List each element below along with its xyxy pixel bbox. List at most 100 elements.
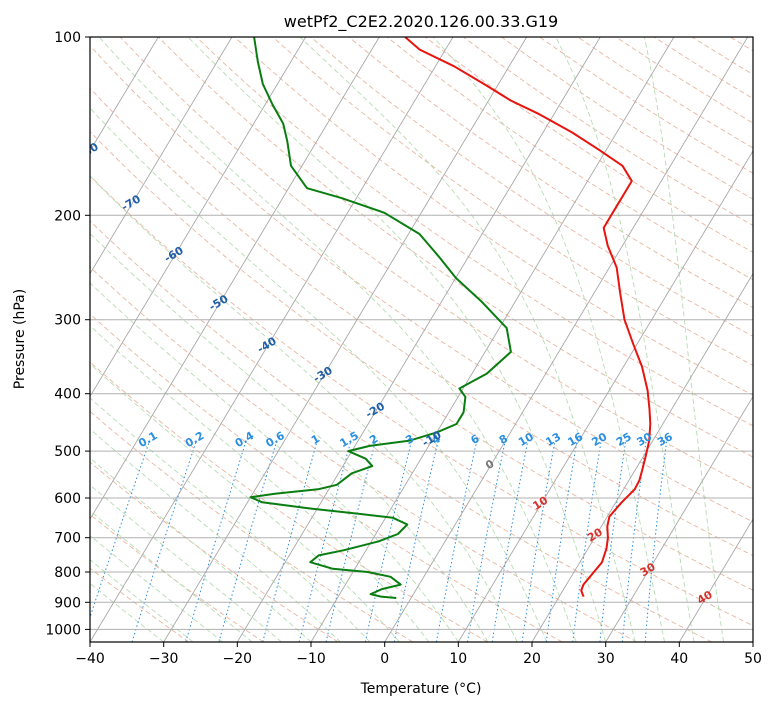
- dry-adiabat: [653, 37, 753, 100]
- y-tick-label: 400: [54, 387, 81, 403]
- isotherm: [163, 37, 528, 642]
- chart-title: wetPf2_C2E2.2020.126.00.33.G19: [284, 12, 558, 32]
- dry-adiabat: [310, 37, 753, 337]
- mixing-ratio-line: [545, 440, 578, 642]
- y-axis-ticks: 100 200 300 400 500 600 700 800 900 1000: [45, 30, 90, 638]
- y-tick-label: 1000: [45, 622, 81, 638]
- isotherm: [531, 272, 753, 642]
- dry-adiabat: [90, 313, 563, 642]
- isotherm-label: -90: [33, 91, 57, 113]
- x-tick-label: 40: [670, 651, 688, 667]
- x-tick-label: −30: [149, 651, 179, 667]
- y-tick-label: 500: [54, 444, 81, 460]
- y-tick-label: 900: [54, 595, 81, 611]
- y-axis-label: Pressure (hPa): [12, 289, 28, 389]
- mixing-ratio-line: [572, 440, 602, 642]
- profile-line-2: [249, 37, 512, 599]
- moist-adiabat: [90, 457, 312, 642]
- moist-adiabat: [90, 559, 194, 642]
- mixing-ratio-lines: [90, 440, 668, 642]
- mixing-ratio-line: [325, 440, 377, 642]
- moist-adiabat: [555, 37, 695, 642]
- x-tick-label: −10: [296, 651, 326, 667]
- dry-adiabat: [90, 220, 712, 642]
- moist-adiabat: [90, 428, 341, 642]
- mixing-ratio-line: [521, 440, 556, 642]
- dry-adiabat: [119, 37, 753, 490]
- mixing-ratio-line: [218, 440, 278, 642]
- dry-adiabat: [90, 131, 753, 591]
- moist-adiabat: [90, 510, 253, 642]
- dry-adiabat: [348, 37, 753, 309]
- moist-adiabat: [187, 37, 607, 642]
- isotherm: [90, 37, 233, 275]
- isotherm-label: -50: [207, 292, 231, 314]
- isotherm: [384, 37, 749, 642]
- dry-adiabat: [272, 37, 753, 366]
- dry-adiabat: [386, 37, 753, 281]
- mixing-ratio-line: [467, 440, 506, 642]
- mixing-ratio-label: 20: [590, 430, 610, 449]
- mixing-ratio-line: [262, 440, 318, 642]
- isotherm: [90, 37, 159, 152]
- isotherm: [90, 37, 454, 642]
- plot-area: 0.1 0.2 0.4 0.6 1 1.5 2 3 4 6 8 10 13 16 20 25 30 36-100-…: [0, 37, 775, 642]
- y-tick-label: 200: [54, 208, 81, 224]
- isotherm: [457, 149, 753, 642]
- mixing-ratio-label: 0.1: [136, 429, 159, 450]
- mixing-ratio-label: 1.5: [337, 429, 360, 450]
- mixing-ratio-label: 25: [614, 430, 634, 449]
- x-tick-label: −40: [75, 651, 105, 667]
- moist-adiabat: [90, 107, 548, 642]
- isotherm-label: 40: [695, 588, 715, 607]
- x-tick-label: 30: [597, 651, 615, 667]
- isotherm: [752, 641, 753, 642]
- dry-adiabat: [90, 410, 414, 642]
- isotherm: [605, 395, 753, 642]
- mixing-ratio-label: 0.4: [233, 429, 257, 450]
- mixing-ratio-line: [599, 440, 627, 642]
- isotherm: [236, 37, 601, 642]
- sounding-profiles: [249, 37, 652, 599]
- moist-adiabat: [643, 37, 724, 642]
- x-tick-label: −20: [223, 651, 253, 667]
- mixing-ratio-line: [393, 440, 439, 642]
- mixing-ratio-line: [131, 440, 197, 642]
- mixing-ratio-line: [90, 440, 151, 619]
- dry-adiabat: [90, 513, 264, 642]
- isotherm: [90, 37, 380, 521]
- mixing-ratio-label: 6: [468, 432, 481, 447]
- dry-adiabat: [768, 37, 775, 642]
- isotherm-label: -30: [311, 364, 335, 386]
- dry-adiabat: [424, 37, 753, 253]
- mixing-ratio-line: [644, 440, 668, 642]
- isotherm-label: -70: [119, 192, 143, 214]
- y-tick-label: 300: [54, 313, 81, 329]
- y-tick-label: 600: [54, 491, 81, 507]
- dry-adiabat: [539, 37, 753, 174]
- mixing-ratio-line: [364, 440, 413, 642]
- mixing-ratio-line: [435, 440, 478, 642]
- x-tick-label: 10: [449, 651, 467, 667]
- moist-adiabats: [90, 37, 724, 642]
- y-tick-label: 100: [54, 30, 81, 46]
- y-tick-label: 800: [54, 565, 81, 581]
- x-tick-label: 0: [380, 651, 389, 667]
- isotherm: [0, 37, 11, 642]
- x-tick-label: 50: [744, 651, 762, 667]
- mixing-ratio-line: [298, 440, 352, 642]
- dry-adiabat: [90, 461, 339, 642]
- isotherms: [0, 37, 753, 642]
- mixing-ratio-label: 1: [309, 432, 322, 447]
- mixing-ratio-label: 13: [543, 430, 563, 449]
- pressure-gridlines: [90, 37, 753, 630]
- mixing-ratio-line: [491, 440, 529, 642]
- moist-adiabat: [432, 37, 666, 642]
- moist-adiabat: [90, 232, 489, 642]
- isotherm-label: -100: [0, 45, 13, 70]
- mixing-ratio-line: [185, 440, 247, 642]
- moist-adiabat: [90, 397, 371, 642]
- dry-adiabat: [157, 37, 753, 458]
- isotherm-label: -80: [77, 140, 101, 162]
